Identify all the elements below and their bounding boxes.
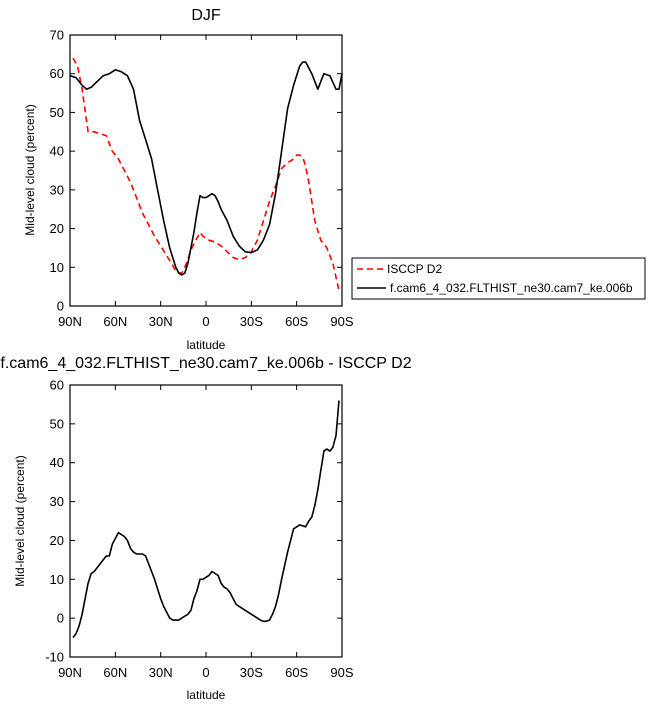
top-xtick-label: 60S: [285, 314, 308, 329]
bottom-ytick-label: 60: [50, 378, 64, 393]
bottom-ytick-label: 20: [50, 533, 64, 548]
top-xtick-label: 0: [202, 314, 209, 329]
bottom-chart-panel: f.cam6_4_032.FLTHIST_ne30.cam7_ke.006b -…: [0, 355, 411, 702]
top-chart-frame: [69, 34, 343, 307]
bottom-ytick-label: 0: [57, 611, 64, 626]
bottom-ytick-label: -10: [45, 650, 64, 665]
top-ytick-label: 30: [50, 182, 64, 197]
legend-label-model: f.cam6_4_032.FLTHIST_ne30.cam7_ke.006b: [390, 281, 633, 295]
top-chart-panel: DJF Mid-level cloud (percent) latitude 9…: [23, 7, 354, 352]
bottom-xtick-label: 0: [202, 665, 209, 680]
bottom-chart-xlabel: latitude: [187, 688, 226, 702]
bottom-xtick-label: 60S: [285, 665, 308, 680]
bottom-ytick-label: 40: [50, 455, 64, 470]
top-ytick-label: 60: [50, 66, 64, 81]
top-xtick-label: 30S: [240, 314, 263, 329]
top-ytick-label: 20: [50, 221, 64, 236]
bottom-series-line-1: [72, 400, 340, 639]
top-xtick-label: 60N: [103, 314, 127, 329]
top-series-line-1: [72, 57, 340, 291]
legend-label-isccp: ISCCP D2: [387, 262, 442, 276]
top-ytick-label: 10: [50, 260, 64, 275]
bottom-xtick-label: 30N: [149, 665, 173, 680]
top-xtick-label: 30N: [149, 314, 173, 329]
top-chart-ylabel: Mid-level cloud (percent): [23, 104, 37, 235]
bottom-xtick-label: 90S: [330, 665, 353, 680]
top-xtick-label: 90S: [330, 314, 353, 329]
bottom-chart-frame: [69, 384, 343, 658]
top-series-line-2: [69, 61, 343, 276]
bottom-ytick-label: 50: [50, 416, 64, 431]
bottom-xtick-label: 30S: [240, 665, 263, 680]
bottom-xtick-label: 90N: [58, 665, 82, 680]
bottom-chart-ylabel: Mid-level cloud (percent): [13, 455, 27, 586]
bottom-ytick-label: 10: [50, 572, 64, 587]
top-chart-legend: ISCCP D2 f.cam6_4_032.FLTHIST_ne30.cam7_…: [351, 257, 646, 300]
bottom-ytick-label: 30: [50, 494, 64, 509]
bottom-xtick-label: 60N: [103, 665, 127, 680]
bottom-chart-lines: [72, 400, 340, 639]
top-ytick-label: 40: [50, 144, 64, 159]
bottom-chart-title: f.cam6_4_032.FLTHIST_ne30.cam7_ke.006b -…: [0, 355, 411, 372]
top-ytick-label: 50: [50, 105, 64, 120]
top-xtick-label: 90N: [58, 314, 82, 329]
top-ytick-label: 0: [57, 299, 64, 314]
top-chart-xlabel: latitude: [187, 338, 226, 352]
top-ytick-label: 70: [50, 28, 64, 43]
bottom-chart-ticks: 90N 60N 30N 0 30S 60S 90S -10 0 10 20 30 40 50 60: [45, 378, 354, 681]
top-chart-title: DJF: [191, 7, 221, 24]
legend-box: [351, 257, 646, 300]
top-chart-ticks: 90N 60N 30N 0 30S 60S 90S 0 10 20 30 40 50 60 70: [50, 28, 354, 330]
top-chart-lines: [69, 57, 343, 291]
